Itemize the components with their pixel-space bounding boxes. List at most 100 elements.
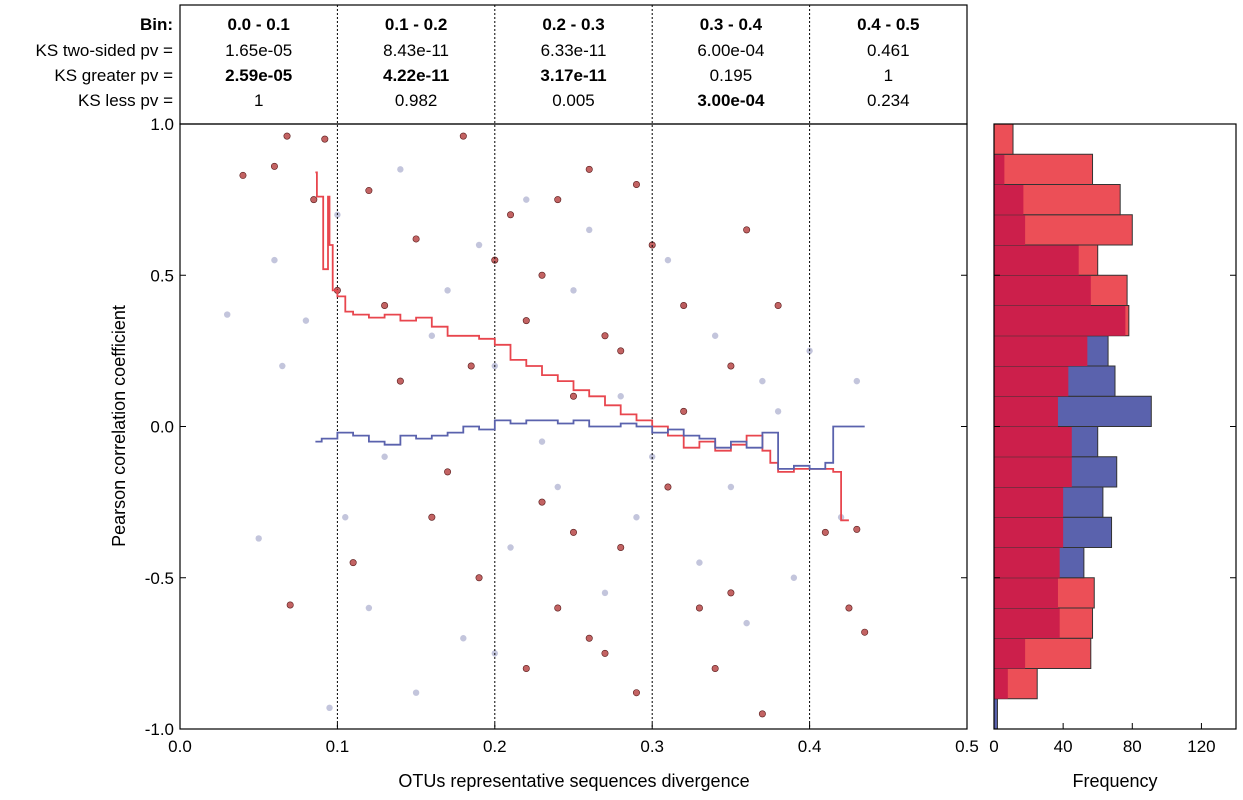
bin-dividers <box>336 5 811 729</box>
scatter-point-red <box>743 226 751 234</box>
running-average-line-blue <box>315 419 865 470</box>
ks-less-value: 0.234 <box>867 91 910 110</box>
histogram-x-tick-label: 80 <box>1123 737 1142 756</box>
histogram-bar-overlap <box>994 638 1026 669</box>
y-axis-title: Pearson correlation coefficient <box>109 305 129 547</box>
histogram-panel: 0 40 80 120 Frequency <box>989 123 1237 791</box>
histogram-x-tick-label: 40 <box>1054 737 1073 756</box>
scatter-point-red <box>491 256 499 264</box>
scatter-point-red <box>467 362 475 370</box>
histogram-bar-overlap <box>994 577 1058 608</box>
scatter-point-red <box>270 162 278 170</box>
scatter-point-blue <box>475 241 483 249</box>
histogram-bar-overlap <box>994 456 1072 487</box>
row-label-bin: Bin: <box>140 15 173 34</box>
scatter-point-blue <box>633 514 640 521</box>
y-tick-label: 1.0 <box>150 115 174 134</box>
ks-two-sided-value: 6.33e-11 <box>541 41 607 60</box>
scatter-points-red <box>239 132 869 718</box>
ks-two-sided-value: 0.461 <box>867 41 910 60</box>
histogram-bar-overlap <box>994 668 1008 699</box>
scatter-point-red <box>632 689 640 697</box>
scatter-point-red <box>664 483 672 491</box>
ks-two-sided-value: 8.43e-11 <box>383 41 449 60</box>
scatter-point-red <box>428 513 436 521</box>
scatter-point-red <box>283 132 291 140</box>
ks-greater-value: 3.17e-11 <box>540 66 606 85</box>
x-tick-label: 0.5 <box>955 737 979 756</box>
scatter-point-blue <box>279 362 286 370</box>
scatter-point-blue <box>412 689 420 696</box>
scatter-point-blue <box>664 256 672 264</box>
bin-label: 0.4 - 0.5 <box>857 15 919 34</box>
x-tick-label: 0.0 <box>168 737 192 756</box>
scatter-point-blue <box>444 287 451 294</box>
histogram-bar-overlap <box>994 275 1091 306</box>
scatter-points-blue <box>224 166 861 712</box>
histogram-bar <box>993 153 1094 185</box>
y-tick-label: -0.5 <box>145 569 174 588</box>
scatter-point-red <box>522 664 530 672</box>
scatter-ticks: 0.0 0.1 0.2 0.3 0.4 0.5 -1.0 -0.5 0.0 0.5 1.0 <box>145 115 979 756</box>
scatter-point-red <box>538 271 546 279</box>
ks-less-value: 0.982 <box>395 91 438 110</box>
scatter-point-blue <box>586 226 593 234</box>
scatter-point-red <box>239 171 247 179</box>
histogram-bar <box>993 123 1014 155</box>
scatter-point-red <box>507 211 515 219</box>
scatter-point-red <box>412 235 420 243</box>
x-tick-label: 0.1 <box>326 737 350 756</box>
scatter-point-blue <box>428 332 436 339</box>
scatter-point-red <box>585 165 593 173</box>
histogram-bar-overlap <box>994 214 1026 245</box>
scatter-point-red <box>569 528 577 536</box>
scatter-point-blue <box>224 311 231 318</box>
scatter-point-red <box>475 574 483 582</box>
scatter-point-blue <box>790 574 798 581</box>
scatter-point-red <box>853 525 861 533</box>
scatter-panel: 0.0 0.1 0.2 0.3 0.4 0.5 -1.0 -0.5 0.0 0.5 1.0 OTUs… <box>109 5 979 791</box>
scatter-point-red <box>845 604 853 612</box>
table-cells: 0.0 - 0.1 1.65e-05 2.59e-05 1 0.1 - 0.2 8.43e… <box>225 15 919 110</box>
ks-less-value: 3.00e-04 <box>697 91 765 110</box>
scatter-point-red <box>711 664 719 672</box>
scatter-point-red <box>632 181 640 189</box>
scatter-point-red <box>554 604 562 612</box>
histogram-bar-overlap <box>994 547 1060 578</box>
scatter-point-red <box>680 407 688 415</box>
bin-label: 0.0 - 0.1 <box>228 15 290 34</box>
row-label-less: KS less pv = <box>78 91 173 110</box>
histogram-bar-overlap <box>994 335 1088 366</box>
scatter-point-blue <box>255 535 262 542</box>
scatter-point-blue <box>727 483 735 491</box>
x-tick-label: 0.3 <box>640 737 664 756</box>
scatter-point-red <box>538 498 546 506</box>
histogram-bar-overlap <box>994 245 1079 276</box>
scatter-point-red <box>821 528 829 536</box>
scatter-point-red <box>396 377 404 385</box>
scatter-point-blue <box>538 438 546 445</box>
scatter-point-red <box>758 710 766 718</box>
scatter-point-red <box>601 332 609 340</box>
scatter-point-red <box>444 468 452 476</box>
scatter-point-blue <box>853 377 861 385</box>
ks-less-value: 0.005 <box>552 91 595 110</box>
stats-table-frame <box>179 4 968 125</box>
scatter-point-red <box>617 543 625 551</box>
scatter-point-red <box>459 132 467 140</box>
scatter-point-red <box>585 634 593 642</box>
histogram-x-tick-label: 0 <box>989 737 998 756</box>
histogram-x-axis-title: Frequency <box>1072 771 1157 791</box>
bin-label: 0.2 - 0.3 <box>542 15 604 34</box>
histogram-bar-overlap <box>994 517 1064 548</box>
scatter-point-blue <box>570 287 577 294</box>
scatter-point-red <box>365 187 373 195</box>
scatter-point-blue <box>711 332 719 339</box>
y-tick-label: 0.0 <box>150 418 174 437</box>
scatter-point-red <box>321 135 329 143</box>
scatter-point-red <box>554 196 562 204</box>
y-tick-label: 0.5 <box>150 266 174 285</box>
histogram-bar-overlap <box>994 154 1005 185</box>
scatter-point-blue <box>326 704 333 712</box>
